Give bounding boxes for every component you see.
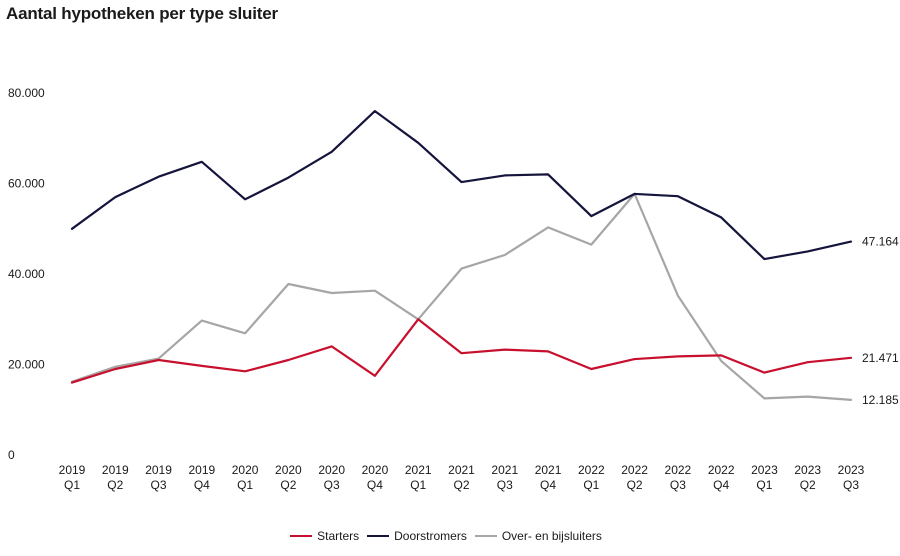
x-tick-year: 2021: [448, 463, 475, 477]
x-tick-year: 2022: [665, 463, 692, 477]
series-lines: [70, 109, 853, 401]
x-tick-quarter: Q3: [497, 478, 513, 492]
end-value-label: 12.185: [862, 393, 899, 407]
x-tick-year: 2020: [232, 463, 259, 477]
x-tick-year: 2021: [491, 463, 518, 477]
legend-item: Over- en bijsluiters: [474, 529, 602, 543]
x-tick-quarter: Q3: [843, 478, 859, 492]
x-tick-quarter: Q1: [237, 478, 253, 492]
x-tick-year: 2023: [838, 463, 865, 477]
x-tick-year: 2021: [405, 463, 432, 477]
x-tick-year: 2020: [318, 463, 345, 477]
chart-title: Aantal hypotheken per type sluiter: [6, 4, 278, 23]
x-tick-year: 2020: [275, 463, 302, 477]
series-line-over-en-bijsluiters: [70, 192, 853, 401]
legend-label: Over- en bijsluiters: [501, 529, 602, 543]
x-tick-year: 2023: [751, 463, 778, 477]
x-tick-quarter: Q1: [756, 478, 772, 492]
x-tick-quarter: Q1: [410, 478, 426, 492]
x-tick-quarter: Q3: [324, 478, 340, 492]
x-tick-quarter: Q1: [583, 478, 599, 492]
x-tick-year: 2021: [535, 463, 562, 477]
x-tick-year: 2019: [102, 463, 129, 477]
x-tick-quarter: Q2: [800, 478, 816, 492]
legend-swatch: [367, 535, 390, 537]
x-tick-year: 2019: [188, 463, 215, 477]
series-line-doorstromers: [70, 109, 853, 261]
x-tick-year: 2019: [145, 463, 172, 477]
y-tick-label: 80.000: [8, 86, 45, 100]
legend: Starters Doorstromers Over- en bijsluiters: [0, 529, 900, 543]
y-tick-label: 20.000: [8, 358, 45, 372]
x-tick-quarter: Q3: [670, 478, 686, 492]
x-tick-year: 2022: [708, 463, 735, 477]
legend-label: Starters: [317, 529, 360, 543]
y-tick-label: 40.000: [8, 267, 45, 281]
x-tick-year: 2022: [621, 463, 648, 477]
x-tick-year: 2023: [794, 463, 821, 477]
x-tick-quarter: Q4: [194, 478, 210, 492]
end-value-label: 21.471: [862, 351, 899, 365]
x-tick-quarter: Q4: [713, 478, 729, 492]
series-line-starters: [70, 318, 853, 384]
y-axis: 0 20.000 40.000 60.000 80.000: [8, 86, 45, 462]
x-tick-quarter: Q4: [540, 478, 556, 492]
x-tick-year: 2020: [362, 463, 389, 477]
x-tick-quarter: Q3: [151, 478, 167, 492]
x-tick-quarter: Q2: [280, 478, 296, 492]
x-tick-year: 2019: [59, 463, 86, 477]
x-tick-quarter: Q2: [627, 478, 643, 492]
end-labels: 21.471 47.164 12.185: [862, 235, 899, 407]
legend-item: Starters: [290, 529, 359, 543]
x-tick-quarter: Q1: [64, 478, 80, 492]
y-tick-label: 60.000: [8, 177, 45, 191]
legend-item: Doorstromers: [367, 529, 467, 543]
x-axis: 2019Q12019Q22019Q32019Q42020Q12020Q22020…: [59, 463, 865, 492]
y-tick-label: 0: [8, 448, 15, 462]
legend-swatch: [290, 535, 313, 537]
x-tick-quarter: Q2: [107, 478, 123, 492]
x-tick-year: 2022: [578, 463, 605, 477]
legend-label: Doorstromers: [394, 529, 467, 543]
legend-swatch: [474, 535, 497, 537]
end-value-label: 47.164: [862, 235, 899, 249]
x-tick-quarter: Q2: [453, 478, 469, 492]
x-tick-quarter: Q4: [367, 478, 383, 492]
